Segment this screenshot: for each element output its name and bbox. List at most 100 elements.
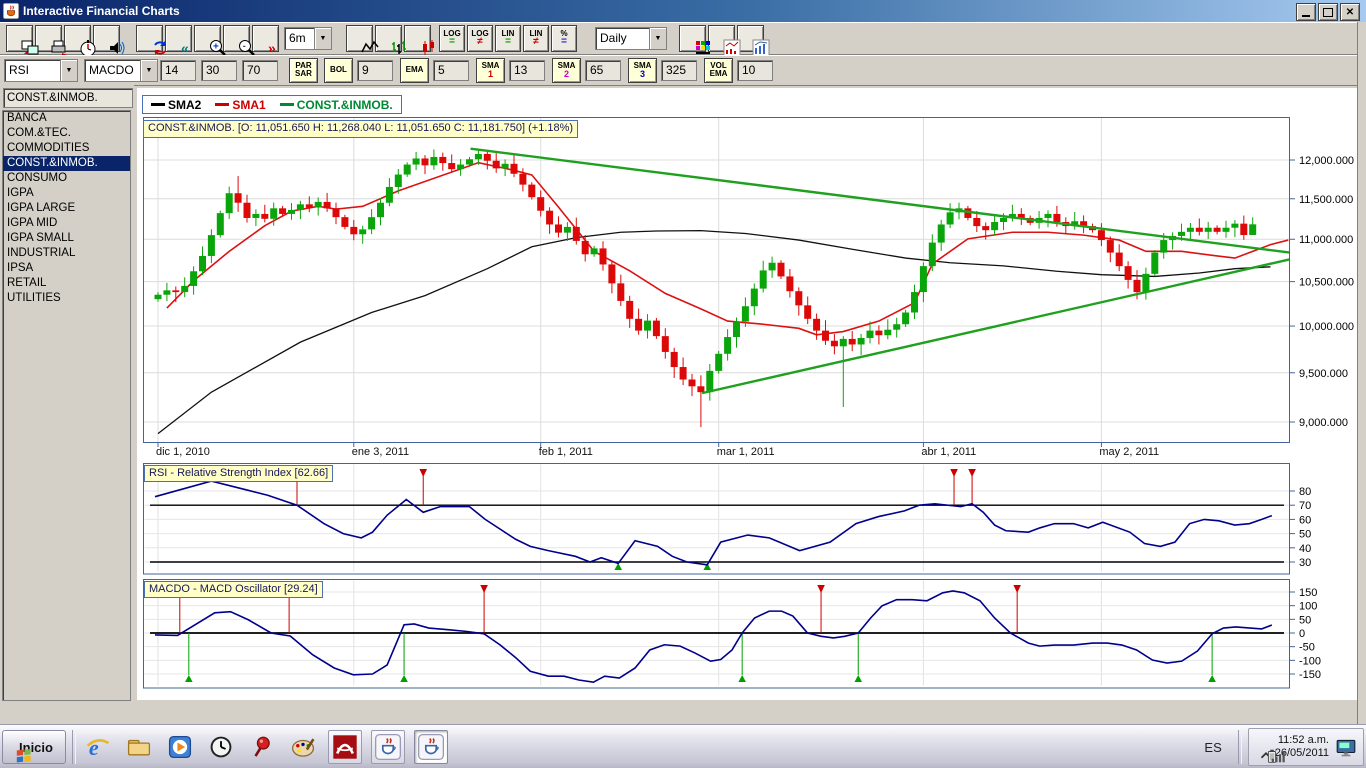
svg-text:-100: -100 (1299, 655, 1321, 667)
colors-button[interactable] (679, 24, 710, 54)
minimize-button[interactable] (1296, 3, 1316, 21)
quick-launch-media-player-icon[interactable] (164, 731, 196, 763)
chevron-down-icon: ▼ (649, 27, 666, 49)
rewind-button[interactable]: « (165, 24, 192, 56)
svg-text:40: 40 (1299, 543, 1311, 555)
chart-legend: SMA2 SMA1 CONST.&INMOB. (142, 95, 402, 114)
svg-text:150: 150 (1299, 587, 1317, 599)
maximize-button[interactable] (1318, 3, 1338, 21)
sidebar-item-retail[interactable]: RETAIL (7, 277, 47, 289)
window-title: Interactive Financial Charts (23, 4, 180, 18)
parsar-button[interactable]: PAR SAR (289, 57, 318, 83)
macd-label: MACDO - MACD Oscillator [29.24] (144, 581, 323, 598)
line-chart-button[interactable] (346, 24, 379, 53)
price-chart[interactable]: 12,000.000 11,500.000 11,000.000 10,500.000… (142, 113, 1357, 462)
sidebar-item-igpa-mid[interactable]: IGPA MID (7, 217, 58, 229)
close-button[interactable]: ✕ (1340, 3, 1360, 21)
svg-text:feb 1, 2011: feb 1, 2011 (539, 446, 593, 458)
sound-button[interactable] (93, 24, 124, 55)
zoom-in-button[interactable]: + (194, 24, 226, 56)
quick-launch-ie-icon[interactable]: e (82, 731, 114, 763)
quick-launch-folder-icon[interactable] (123, 731, 155, 763)
volume-chart-button[interactable] (708, 24, 740, 57)
sma2-button[interactable]: SMA 2 (552, 57, 581, 83)
sector-filter-input[interactable] (3, 88, 133, 108)
ohlc-info-label: CONST.&INMOB. [O: 11,051.650 H: 11,268.0… (143, 120, 579, 138)
volema-field[interactable]: 10 (737, 59, 773, 81)
ema-button[interactable]: EMA (400, 57, 429, 83)
rsi-period-field[interactable]: 14 (160, 59, 196, 81)
sidebar-item-industrial[interactable]: INDUSTRIAL (7, 247, 76, 259)
print-button[interactable] (35, 24, 67, 57)
sidebar-item-igpa-large[interactable]: IGPA LARGE (7, 202, 76, 214)
indicator2-select[interactable]: MACDO ▼ (84, 58, 158, 82)
svg-text:50: 50 (1299, 614, 1311, 626)
sidebar-item-utilities[interactable]: UTILITIES (7, 292, 61, 304)
scale-%-eq-button[interactable]: % = (551, 24, 577, 52)
indicator1-select[interactable]: RSI ▼ (4, 58, 78, 82)
refresh-button[interactable] (136, 24, 166, 55)
svg-text:10,000.000: 10,000.000 (1299, 321, 1354, 333)
sidebar-item-consumo[interactable]: CONSUMO (7, 172, 68, 184)
svg-text:0: 0 (1299, 628, 1305, 640)
language-indicator[interactable]: ES (1204, 739, 1222, 755)
quick-launch-java-icon[interactable] (414, 730, 448, 764)
quick-launch-paint-icon[interactable] (287, 731, 319, 763)
sidebar-item-ipsa[interactable]: IPSA (7, 262, 34, 274)
sma3-button[interactable]: SMA 3 (628, 57, 657, 83)
ohlc-chart-button[interactable] (375, 24, 406, 54)
svg-text:80: 80 (1299, 486, 1311, 498)
candle-chart-button[interactable] (404, 24, 434, 55)
quick-launch-java-icon[interactable] (371, 730, 405, 764)
forward-button[interactable]: » (252, 24, 279, 56)
sidebar-item-commodities[interactable]: COMMODITIES (7, 142, 90, 154)
svg-text:-50: -50 (1299, 642, 1315, 654)
quick-launch-adobe-reader-icon[interactable] (328, 730, 362, 764)
sidebar-item-com-tec-[interactable]: COM.&TEC. (7, 127, 71, 139)
interval-select[interactable]: Daily ▼ (595, 26, 667, 50)
sma1-field[interactable]: 13 (509, 59, 545, 81)
tray-date: 26/05/2011 (1274, 747, 1329, 759)
ema-field[interactable]: 5 (433, 59, 469, 81)
sma1-button[interactable]: SMA 1 (476, 57, 505, 83)
indicator-toolbar: RSI ▼ MACDO ▼ 14 30 70 PAR SAR BOL 9 EMA 5 SMA 1 13 SMA 2… (0, 55, 1366, 86)
scale-log-eq-button[interactable]: LOG = (439, 24, 465, 52)
sidebar-item-igpa[interactable]: IGPA (7, 187, 34, 199)
svg-text:-150: -150 (1299, 669, 1321, 681)
scale-log-ne-button[interactable]: LOG ≠ (467, 24, 493, 52)
tray-separator (1237, 730, 1242, 764)
java-cup-icon (3, 3, 19, 19)
svg-text:dic 1, 2010: dic 1, 2010 (156, 446, 210, 458)
stopwatch-button[interactable] (64, 24, 95, 57)
show-desktop-icon[interactable] (1335, 736, 1357, 758)
svg-text:30: 30 (1299, 557, 1311, 569)
title-bar[interactable]: Interactive Financial Charts ✕ (0, 0, 1366, 22)
sma2-field[interactable]: 65 (585, 59, 621, 81)
chevron-down-icon: ▼ (314, 27, 331, 49)
system-tray: 11:52 a.m. 26/05/2011 (1247, 728, 1364, 766)
tray-clock[interactable]: 11:52 a.m. 26/05/2011 (1275, 734, 1329, 760)
sma3-field[interactable]: 325 (661, 59, 697, 81)
sidebar-item-igpa-small[interactable]: IGPA SMALL (7, 232, 74, 244)
quick-launch-clock-icon[interactable] (205, 731, 237, 763)
export-button[interactable] (6, 24, 38, 55)
zoom-out-button[interactable]: - (223, 24, 255, 56)
bollinger-button[interactable]: BOL (324, 57, 353, 83)
start-button[interactable]: Inicio (2, 730, 66, 764)
scale-lin-eq-button[interactable]: LIN = (495, 24, 521, 52)
bollinger-field[interactable]: 9 (357, 59, 393, 81)
chart-settings-button[interactable] (737, 24, 769, 57)
quick-launch-pushpin-icon[interactable] (246, 731, 278, 763)
period-select[interactable]: 6m ▼ (284, 26, 332, 50)
svg-text:mar 1, 2011: mar 1, 2011 (717, 446, 775, 458)
scale-lin-ne-button[interactable]: LIN ≠ (523, 24, 549, 52)
rsi-low-field[interactable]: 30 (201, 59, 237, 81)
sidebar-item-const-inmob-[interactable]: CONST.&INMOB. (3, 156, 130, 171)
sidebar-item-banca[interactable]: BANCA (7, 112, 47, 124)
chevron-down-icon: ▼ (140, 59, 157, 81)
rsi-high-field[interactable]: 70 (242, 59, 278, 81)
volema-button[interactable]: VOL EMA (704, 57, 733, 83)
rsi-label: RSI - Relative Strength Index [62.66] (144, 465, 334, 482)
